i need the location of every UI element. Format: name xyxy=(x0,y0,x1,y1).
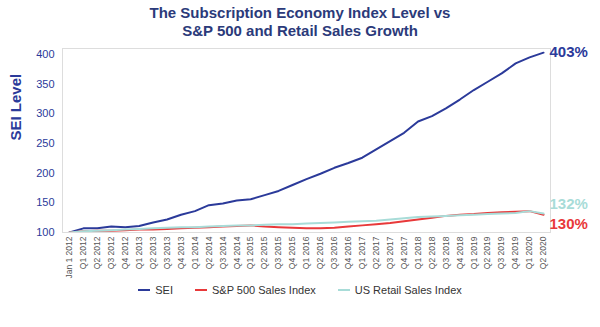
svg-text:130%: 130% xyxy=(550,214,588,231)
svg-text:Q2 2015: Q2 2015 xyxy=(259,236,269,269)
svg-text:Q3 2018: Q3 2018 xyxy=(441,236,451,269)
svg-text:Q1 2013: Q1 2013 xyxy=(134,236,144,269)
svg-text:Q4 2012: Q4 2012 xyxy=(120,236,130,269)
svg-text:250: 250 xyxy=(36,137,54,149)
svg-text:100: 100 xyxy=(36,226,54,238)
svg-text:Q4 2015: Q4 2015 xyxy=(287,236,297,269)
svg-text:Q3 2015: Q3 2015 xyxy=(273,236,283,269)
svg-text:Q2 2014: Q2 2014 xyxy=(204,236,214,269)
svg-text:Q4 2019: Q4 2019 xyxy=(510,236,520,269)
svg-text:Q3 2016: Q3 2016 xyxy=(329,236,339,269)
svg-text:Q4 2013: Q4 2013 xyxy=(176,236,186,269)
svg-text:Q3 2014: Q3 2014 xyxy=(218,236,228,269)
svg-text:Q2 2020: Q2 2020 xyxy=(538,236,548,269)
svg-text:Q3 2019: Q3 2019 xyxy=(496,236,506,269)
svg-text:Q4 2017: Q4 2017 xyxy=(399,236,409,269)
html-text:US Retail Sales Index: US Retail Sales Index xyxy=(354,284,462,296)
html-text:S&P 500 Sales Index: S&P 500 Sales Index xyxy=(212,284,316,296)
html-text:SEI: SEI xyxy=(155,284,173,296)
svg-text:Q1 2016: Q1 2016 xyxy=(301,236,311,269)
svg-text:Q1 2018: Q1 2018 xyxy=(413,236,423,269)
svg-text:Q4 2016: Q4 2016 xyxy=(343,236,353,269)
svg-text:Q2 2019: Q2 2019 xyxy=(482,236,492,269)
svg-text:Q4 2018: Q4 2018 xyxy=(455,236,465,269)
svg-text:Q3 2013: Q3 2013 xyxy=(162,236,172,269)
svg-text:Q2 2016: Q2 2016 xyxy=(315,236,325,269)
svg-text:Q3 2017: Q3 2017 xyxy=(385,236,395,269)
svg-text:200: 200 xyxy=(36,167,54,179)
svg-text:Q2 2012: Q2 2012 xyxy=(92,236,102,269)
svg-text:350: 350 xyxy=(36,78,54,90)
svg-text:Q2 2017: Q2 2017 xyxy=(371,236,381,269)
svg-text:Q1 2012: Q1 2012 xyxy=(78,236,88,269)
html-text:The Subscription Economy Index: The Subscription Economy Index Level vs … xyxy=(149,4,451,39)
svg-text:150: 150 xyxy=(36,196,54,208)
svg-text:Q1 2019: Q1 2019 xyxy=(469,236,479,269)
svg-text:Q3 2012: Q3 2012 xyxy=(106,236,116,269)
svg-text:132%: 132% xyxy=(550,195,588,212)
svg-text:400: 400 xyxy=(36,48,54,60)
svg-text:Q1 2014: Q1 2014 xyxy=(190,236,200,269)
svg-text:Q2 2013: Q2 2013 xyxy=(148,236,158,269)
svg-text:SEI Level: SEI Level xyxy=(7,74,24,141)
svg-text:Jan 1 2012: Jan 1 2012 xyxy=(64,236,74,278)
svg-text:Q1 2020: Q1 2020 xyxy=(524,236,534,269)
svg-text:Q1 2015: Q1 2015 xyxy=(245,236,255,269)
svg-text:300: 300 xyxy=(36,107,54,119)
svg-text:403%: 403% xyxy=(550,43,588,60)
svg-text:Q1 2017: Q1 2017 xyxy=(357,236,367,269)
svg-text:Q2 2018: Q2 2018 xyxy=(427,236,437,269)
svg-text:Q4 2014: Q4 2014 xyxy=(232,236,242,269)
